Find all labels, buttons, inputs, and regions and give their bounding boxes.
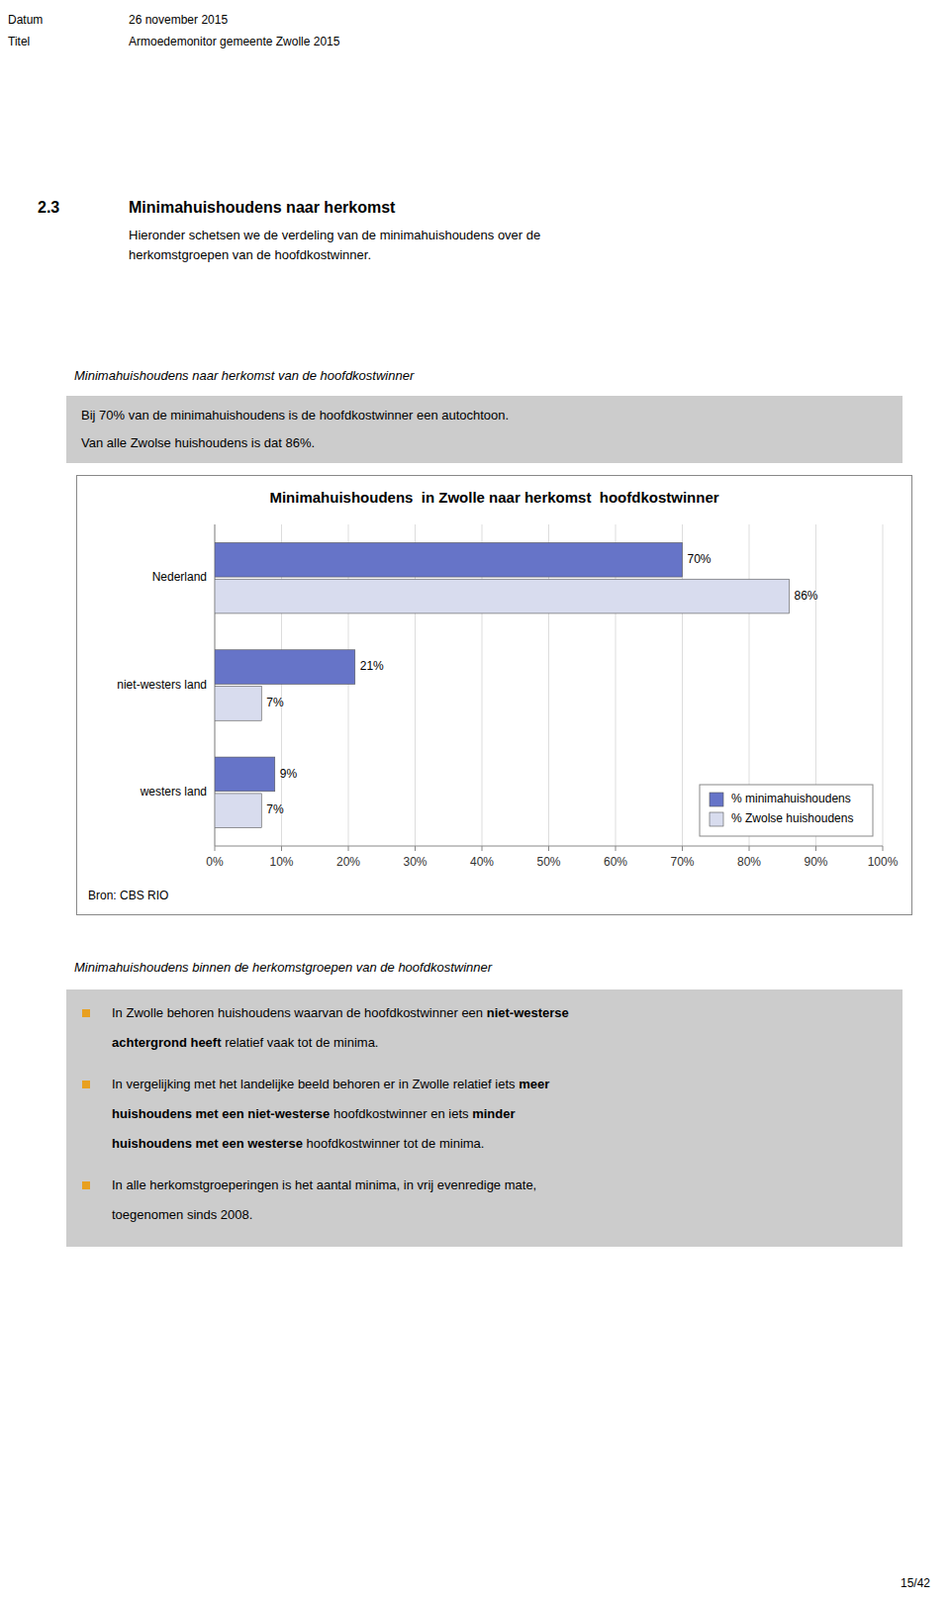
header-value: 26 november 2015 bbox=[128, 11, 228, 28]
bullet-text: In alle herkomstgroeperingen is het aant… bbox=[111, 1177, 537, 1193]
bullet-text: In vergelijking met het landelijke beeld… bbox=[111, 1076, 519, 1092]
bullet-line: achtergrond heeft relatief vaak tot de m… bbox=[111, 1035, 379, 1051]
chart: Minimahuishoudens in Zwolle naar herkoms… bbox=[76, 475, 913, 916]
bullet-text: hoofdkostwinner en iets bbox=[329, 1106, 473, 1122]
bullet-line: In Zwolle behoren huishoudens waarvan de… bbox=[111, 1005, 570, 1022]
legend-swatch bbox=[709, 792, 724, 807]
tick-label: 80% bbox=[737, 855, 761, 869]
tick-label: 100% bbox=[867, 855, 899, 869]
subsection-label: Minimahuishoudens binnen de herkomstgroe… bbox=[74, 959, 492, 976]
tick-label: 60% bbox=[603, 855, 628, 869]
header-label: Titel bbox=[7, 33, 30, 50]
tick-mark bbox=[281, 846, 283, 852]
tick-mark bbox=[348, 846, 350, 852]
bar bbox=[214, 542, 683, 577]
bullet-line: In vergelijking met het landelijke beeld… bbox=[111, 1076, 550, 1093]
tick-label: 40% bbox=[470, 855, 494, 869]
bullet-text: achtergrond heeft bbox=[111, 1035, 222, 1050]
bullet-text: In Zwolle behoren huishoudens waarvan de… bbox=[111, 1005, 487, 1021]
page-number: 15/42 bbox=[900, 1575, 931, 1592]
section-title: Minimahuishoudens naar herkomst bbox=[128, 197, 395, 218]
tick-mark bbox=[681, 846, 683, 852]
x-axis bbox=[214, 846, 883, 848]
intro-text: herkomstgroepen van de hoofdkostwinner. bbox=[128, 247, 372, 264]
bullet-line: huishoudens met een westerse hoofdkostwi… bbox=[111, 1136, 484, 1152]
bullet-text: minder bbox=[472, 1106, 515, 1122]
tick-mark bbox=[214, 846, 216, 852]
bullet bbox=[82, 1181, 91, 1190]
bullet-text: huishoudens met een westerse bbox=[111, 1136, 303, 1151]
tick-mark bbox=[414, 846, 416, 852]
tick-label: 90% bbox=[803, 855, 828, 869]
data-label: 21% bbox=[360, 659, 384, 673]
tick-label: 30% bbox=[402, 855, 427, 869]
tick-mark bbox=[615, 846, 617, 852]
tick-mark bbox=[882, 846, 884, 852]
tick-mark bbox=[749, 846, 751, 852]
category-label: westers land bbox=[139, 784, 207, 799]
highlight-text: Bij 70% van de minimahuishoudens is de h… bbox=[81, 407, 509, 424]
tick-mark bbox=[548, 846, 550, 852]
bullet-line: toegenomen sinds 2008. bbox=[111, 1207, 253, 1224]
data-label: 86% bbox=[794, 588, 819, 603]
highlight-text: Van alle Zwolse huishoudens is dat 86%. bbox=[81, 435, 315, 452]
data-label: 9% bbox=[280, 766, 298, 781]
tick-label: 20% bbox=[336, 855, 361, 869]
legend-frame bbox=[699, 784, 873, 837]
header-label: Datum bbox=[7, 11, 43, 28]
legend-entry: % Zwolse huishoudens bbox=[731, 811, 854, 826]
tick-mark bbox=[481, 846, 483, 852]
data-labels: 70% 21% 9% 86% 7% 7% bbox=[266, 552, 819, 818]
bar bbox=[214, 793, 262, 829]
tick-label: 10% bbox=[269, 855, 293, 869]
bullet-text: relatief vaak tot de minima. bbox=[221, 1035, 380, 1050]
bar bbox=[214, 757, 276, 792]
chart-title: Minimahuishoudens in Zwolle naar herkoms… bbox=[269, 488, 719, 506]
bullet-box: In Zwolle behoren huishoudens waarvan de… bbox=[66, 989, 903, 1247]
tick-mark bbox=[815, 846, 817, 852]
bar bbox=[214, 686, 262, 722]
data-label: 7% bbox=[266, 802, 285, 817]
bullet bbox=[82, 1009, 91, 1018]
bullet-text: toegenomen sinds 2008. bbox=[111, 1207, 253, 1223]
bullet-line: huishoudens met een niet-westerse hoofdk… bbox=[111, 1106, 516, 1123]
bullet bbox=[82, 1080, 91, 1089]
data-label: 7% bbox=[266, 695, 285, 710]
category-label: niet-westers land bbox=[116, 677, 207, 692]
section-number: 2.3 bbox=[37, 197, 60, 218]
header-value: Armoedemonitor gemeente Zwolle 2015 bbox=[128, 33, 340, 50]
tick-label: 0% bbox=[205, 855, 224, 869]
data-label: 70% bbox=[687, 552, 712, 567]
grid-line bbox=[882, 524, 884, 847]
legend-swatch bbox=[709, 812, 724, 827]
tick-label: 70% bbox=[669, 855, 694, 869]
source: Bron: CBS RIO bbox=[88, 888, 169, 903]
legend-entry: % minimahuishoudens bbox=[731, 791, 852, 806]
bar bbox=[214, 578, 790, 614]
bullet-text: hoofdkostwinner tot de minima. bbox=[302, 1136, 485, 1151]
subsection-label: Minimahuishoudens naar herkomst van de h… bbox=[74, 368, 414, 384]
bullet-text: meer bbox=[518, 1076, 550, 1092]
bullet-text: niet-westerse bbox=[486, 1005, 570, 1021]
chart-frame bbox=[77, 475, 913, 916]
highlight-box: Bij 70% van de minimahuishoudens is de h… bbox=[66, 395, 903, 464]
bar bbox=[214, 650, 356, 685]
tick-label: 50% bbox=[536, 855, 561, 869]
category-label: Nederland bbox=[152, 570, 207, 584]
bullet-line: In alle herkomstgroeperingen is het aant… bbox=[111, 1177, 537, 1194]
intro-text: Hieronder schetsen we de verdeling van d… bbox=[128, 227, 541, 244]
legend: % minimahuishoudens % Zwolse huishoudens bbox=[699, 784, 873, 837]
bullet-text: huishoudens met een niet-westerse bbox=[111, 1106, 330, 1122]
